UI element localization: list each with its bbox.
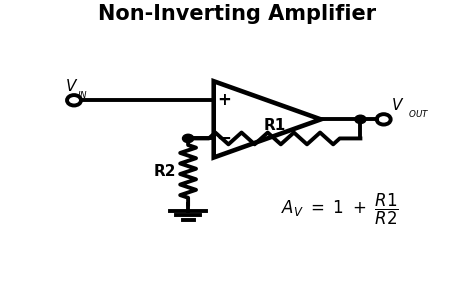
Text: $A_V\ =\ 1\ +\ \dfrac{R1}{R2}$: $A_V\ =\ 1\ +\ \dfrac{R1}{R2}$ xyxy=(281,192,398,227)
Text: −: − xyxy=(217,129,231,147)
Text: $V$: $V$ xyxy=(65,78,78,94)
Circle shape xyxy=(355,115,366,124)
Text: R1: R1 xyxy=(263,118,285,133)
Text: +: + xyxy=(217,91,231,109)
Text: $_{OUT}$: $_{OUT}$ xyxy=(408,107,429,119)
Title: Non-Inverting Amplifier: Non-Inverting Amplifier xyxy=(98,4,376,24)
Circle shape xyxy=(182,134,194,143)
Text: $V$: $V$ xyxy=(391,97,404,113)
Text: R2: R2 xyxy=(154,164,176,179)
Text: $_{IN}$: $_{IN}$ xyxy=(77,88,88,101)
